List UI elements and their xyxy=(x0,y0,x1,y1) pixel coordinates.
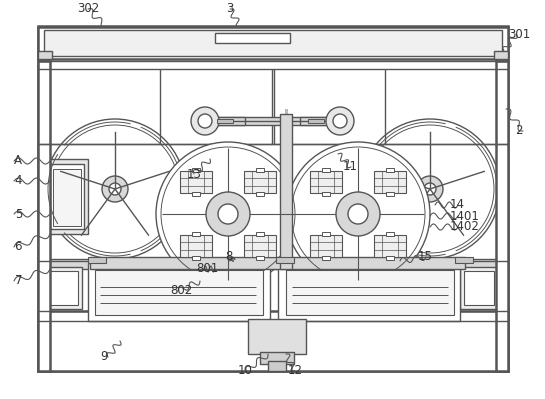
Circle shape xyxy=(198,114,212,128)
Bar xyxy=(180,235,212,257)
Text: 302: 302 xyxy=(77,2,99,16)
Circle shape xyxy=(326,107,354,135)
Bar xyxy=(205,117,245,125)
Bar xyxy=(300,117,340,125)
Bar xyxy=(308,119,324,123)
Bar xyxy=(53,169,81,226)
Bar xyxy=(460,267,498,309)
Bar xyxy=(180,171,212,193)
Bar xyxy=(256,232,264,236)
Bar xyxy=(494,51,508,59)
Bar xyxy=(88,263,270,321)
Bar xyxy=(386,192,394,196)
Bar xyxy=(280,114,292,269)
Circle shape xyxy=(156,142,300,286)
Circle shape xyxy=(102,176,128,202)
Circle shape xyxy=(191,107,219,135)
Bar xyxy=(88,257,106,263)
Bar xyxy=(50,164,84,229)
Circle shape xyxy=(424,183,436,195)
Bar xyxy=(386,256,394,260)
Text: 7: 7 xyxy=(15,275,22,288)
Circle shape xyxy=(109,183,121,195)
Bar xyxy=(256,192,264,196)
Bar xyxy=(46,159,88,234)
Text: 9: 9 xyxy=(100,350,107,363)
Text: 2: 2 xyxy=(515,124,523,138)
Text: 8: 8 xyxy=(225,251,232,263)
Bar xyxy=(192,192,200,196)
Bar xyxy=(322,168,330,172)
Bar xyxy=(386,168,394,172)
Circle shape xyxy=(206,192,250,236)
Circle shape xyxy=(348,204,368,224)
Bar xyxy=(310,235,342,257)
Bar xyxy=(195,117,350,125)
Bar xyxy=(322,232,330,236)
Circle shape xyxy=(417,176,443,202)
Text: 301: 301 xyxy=(508,28,530,41)
Bar xyxy=(217,119,233,123)
Text: 1402: 1402 xyxy=(450,221,480,233)
Text: 11: 11 xyxy=(343,160,358,174)
Bar xyxy=(44,267,82,309)
Text: 6: 6 xyxy=(15,241,22,253)
Bar xyxy=(38,61,50,371)
Bar xyxy=(38,259,508,269)
Text: 4: 4 xyxy=(15,174,22,188)
Bar xyxy=(248,319,306,354)
Circle shape xyxy=(360,119,500,259)
Text: 3: 3 xyxy=(226,2,234,16)
Bar xyxy=(285,109,288,349)
Bar xyxy=(95,270,263,315)
Bar xyxy=(278,263,460,321)
Bar xyxy=(192,256,200,260)
Text: 802: 802 xyxy=(170,284,192,298)
Bar xyxy=(256,168,264,172)
Circle shape xyxy=(333,114,347,128)
Bar xyxy=(44,30,502,56)
Text: 1401: 1401 xyxy=(450,209,480,223)
Text: 12: 12 xyxy=(288,365,302,377)
Text: 15: 15 xyxy=(418,251,433,263)
Bar xyxy=(38,311,508,371)
Bar xyxy=(90,257,465,269)
Bar xyxy=(455,257,473,263)
Bar xyxy=(386,232,394,236)
Bar xyxy=(244,235,276,257)
Bar xyxy=(48,271,78,305)
Bar xyxy=(38,26,508,371)
Bar xyxy=(260,352,294,364)
Bar xyxy=(322,256,330,260)
Bar xyxy=(256,256,264,260)
Text: 13: 13 xyxy=(187,168,202,180)
Circle shape xyxy=(218,204,238,224)
Text: A: A xyxy=(14,154,22,168)
Bar xyxy=(310,171,342,193)
Bar xyxy=(496,61,508,371)
Bar xyxy=(192,232,200,236)
Circle shape xyxy=(286,142,430,286)
Bar xyxy=(192,168,200,172)
Text: 801: 801 xyxy=(196,263,218,275)
Bar xyxy=(322,192,330,196)
Text: 14: 14 xyxy=(450,198,465,211)
Bar xyxy=(286,270,454,315)
Bar xyxy=(374,171,406,193)
Bar xyxy=(464,271,494,305)
Bar xyxy=(268,361,286,371)
Bar xyxy=(244,171,276,193)
Bar xyxy=(215,33,290,43)
Bar xyxy=(38,51,52,59)
Bar xyxy=(276,257,294,263)
Text: 5: 5 xyxy=(15,207,22,221)
Bar xyxy=(374,235,406,257)
Circle shape xyxy=(336,192,380,236)
Text: 10: 10 xyxy=(238,365,252,377)
Bar xyxy=(38,27,508,59)
Circle shape xyxy=(45,119,185,259)
